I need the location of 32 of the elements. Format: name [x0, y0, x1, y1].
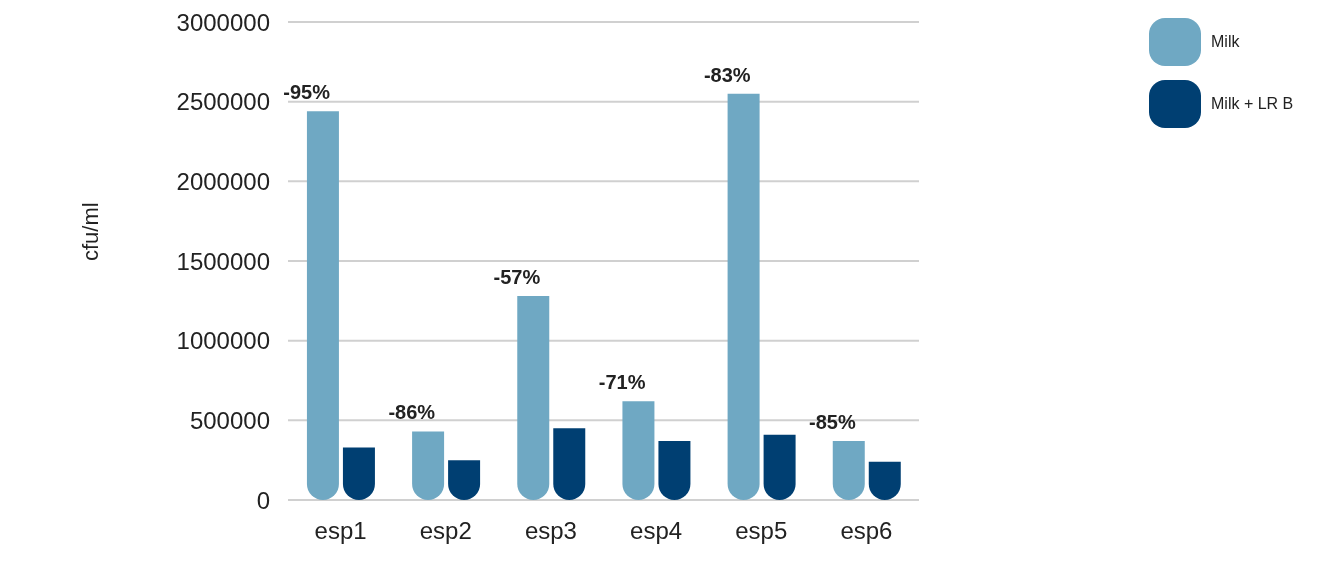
x-tick-label: esp3: [524, 517, 577, 545]
y-tick-label: 500000: [189, 406, 270, 434]
annotation: -85%: [809, 411, 856, 434]
annotation: -95%: [283, 81, 331, 104]
y-tick-label: 2000000: [176, 167, 270, 195]
bar: [832, 441, 865, 500]
y-tick-label: 3000000: [176, 8, 270, 36]
x-tick-label: esp4: [630, 517, 683, 545]
annotation: -57%: [493, 266, 541, 289]
bar: [553, 428, 586, 500]
y-tick-label: 2500000: [176, 88, 270, 116]
y-axis-title: cfu/ml: [77, 202, 103, 261]
x-tick-label: esp5: [735, 517, 788, 545]
annotation: -86%: [388, 401, 436, 424]
text: Milk + LR B: [1211, 95, 1294, 113]
bar: [763, 434, 796, 500]
y-tick-label: 1000000: [176, 327, 270, 355]
x-tick-label: esp2: [419, 517, 472, 545]
x-tick-label: esp6: [840, 517, 893, 545]
text: Milk: [1211, 33, 1240, 51]
bar: [727, 93, 760, 500]
x-tick-label: esp1: [314, 517, 367, 545]
bar: [622, 401, 655, 500]
annotation: -83%: [703, 63, 751, 86]
bar: [517, 296, 550, 500]
y-tick-label: 1500000: [176, 247, 270, 275]
bar: [658, 441, 691, 500]
annotation: -71%: [598, 371, 646, 394]
bar: [342, 447, 375, 500]
bar: [306, 111, 339, 500]
y-tick-label: 0: [256, 486, 270, 514]
bar: [412, 431, 445, 500]
